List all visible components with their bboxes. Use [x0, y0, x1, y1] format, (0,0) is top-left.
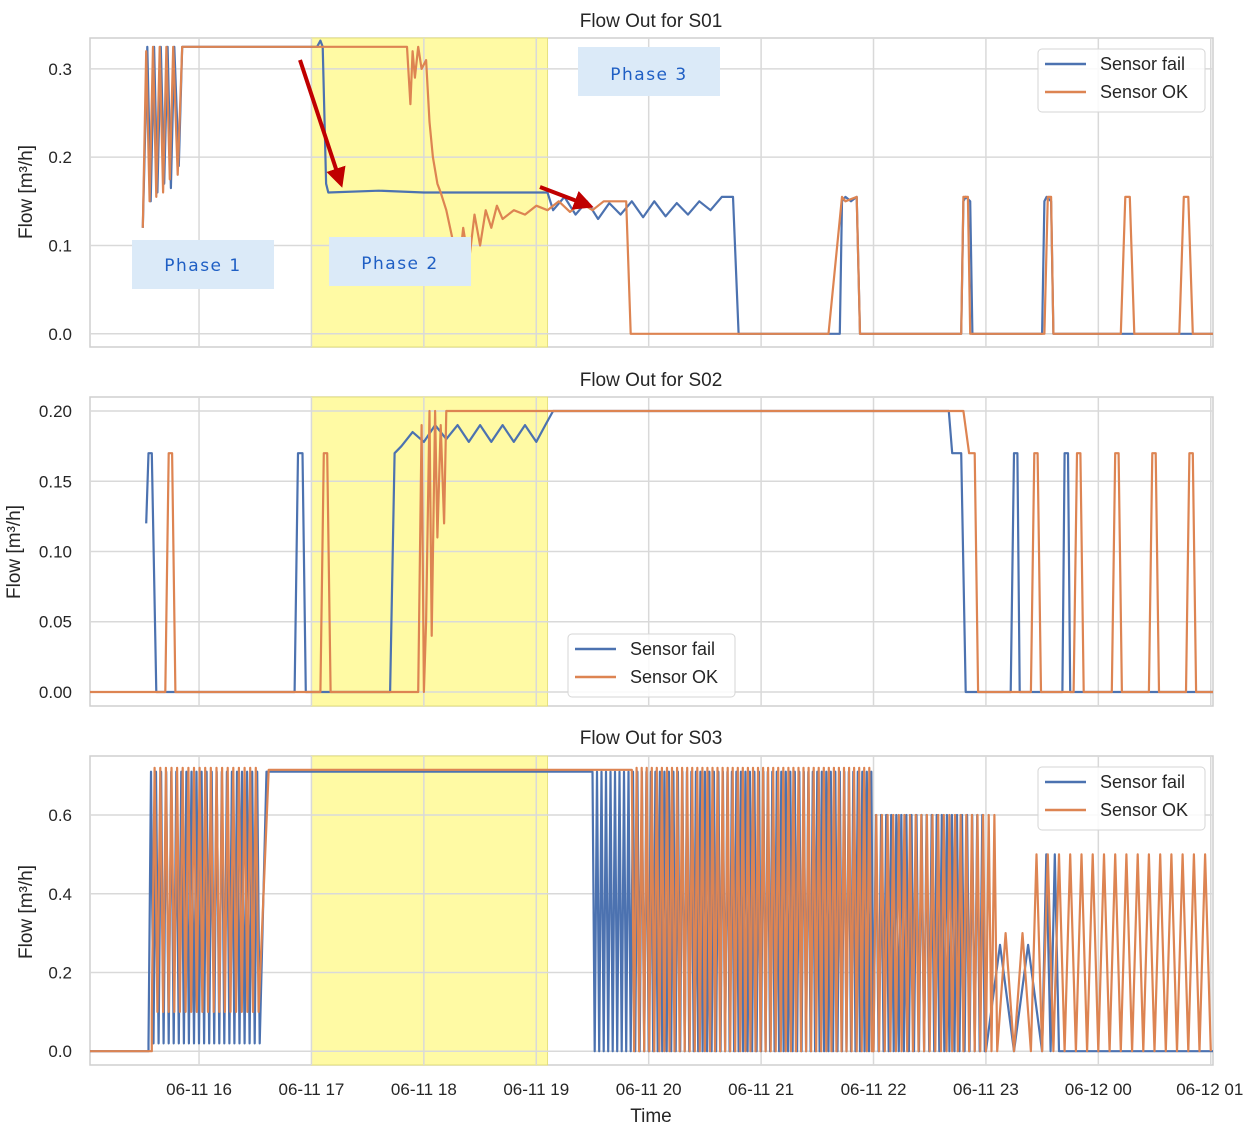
- x-axis-label: Time: [630, 1106, 672, 1124]
- panel-2-series-sensor-ok-line: [90, 766, 1212, 1053]
- x-tick-label-3: 06-11 19: [503, 1080, 569, 1099]
- panel-0-legend-label-0: Sensor fail: [1100, 54, 1185, 74]
- panel-s03-title: Flow Out for S03: [580, 728, 723, 749]
- panel-2-ytick-label-2: 0.4: [48, 885, 72, 904]
- panel-0-ytick-label-0: 0.0: [48, 325, 72, 344]
- panel-s03-legend: Sensor fail Sensor OK: [1037, 766, 1206, 831]
- panel-1-ytick-label-4: 0.20: [39, 402, 72, 421]
- panel-s03-series: [90, 766, 1213, 1053]
- panel-1-ytick-label-2: 0.10: [39, 543, 72, 562]
- phase-3-box: [578, 47, 720, 96]
- panel-0-legend-label-1: Sensor OK: [1100, 82, 1188, 102]
- panel-s01-legend: Sensor fail Sensor OK: [1037, 48, 1206, 113]
- x-tick-label-8: 06-12 00: [1065, 1080, 1132, 1099]
- phase-1-label: Phase 1: [164, 256, 241, 276]
- panel-0-ytick-label-2: 0.2: [48, 148, 72, 167]
- panel-s03-yticks: 0.0 0.2 0.4 0.6: [48, 806, 72, 1061]
- panel-s03-highlight: [310, 755, 549, 1066]
- panel-s01-ylabel: Flow [m³/h]: [16, 145, 37, 239]
- panel-s03-ylabel: Flow [m³/h]: [16, 865, 37, 959]
- panel-s02-ylabel: Flow [m³/h]: [4, 505, 25, 599]
- arrow-2: [539, 185, 594, 210]
- x-tick-label-1: 06-11 17: [279, 1080, 345, 1099]
- phase-1-box: [132, 240, 274, 289]
- panel-s02-legend: Sensor fail Sensor OK: [567, 633, 736, 698]
- panel-s02-series: [90, 409, 1213, 694]
- x-tick-label-6: 06-11 22: [841, 1080, 907, 1099]
- phase-2-box: [329, 237, 471, 286]
- panel-0-ytick-label-1: 0.1: [48, 236, 72, 255]
- panel-s03: Flow Out for S03 0.0 0.2 0.4 0.6 Flow [m³/h…: [16, 728, 1243, 1124]
- panel-s01-yticks: 0.0 0.1 0.2 0.3: [48, 60, 72, 344]
- x-tick-label-0: 06-11 16: [166, 1080, 232, 1099]
- panel-1-ytick-label-1: 0.05: [39, 613, 72, 632]
- x-tick-label-4: 06-11 20: [616, 1080, 682, 1099]
- x-tick-label-2: 06-11 18: [391, 1080, 457, 1099]
- x-tick-labels: 06-11 16 06-11 17 06-11 18 06-11 19 06-11 20…: [166, 1080, 1243, 1099]
- panel-s02-title: Flow Out for S02: [580, 370, 723, 391]
- panel-2-legend-label-1: Sensor OK: [1100, 800, 1188, 820]
- panel-s02-yticks: 0.00 0.05 0.10 0.15 0.20: [39, 402, 72, 702]
- panel-2-ytick-label-1: 0.2: [48, 963, 72, 982]
- panel-1-ytick-label-0: 0.00: [39, 683, 72, 702]
- panel-s02: Flow Out for S02 0.00 0.05 0.10 0.15 0.20 Fl…: [4, 370, 1214, 707]
- annotations: Phase 1 Phase 2 Phase 3: [132, 47, 720, 289]
- panel-0-series-sensor-ok-line: [141, 45, 1213, 335]
- panel-1-ytick-label-3: 0.15: [39, 472, 72, 491]
- panel-s01-series: [141, 39, 1213, 335]
- x-tick-label-5: 06-11 21: [728, 1080, 794, 1099]
- phase-3-label: Phase 3: [610, 65, 687, 85]
- panel-1-series-sensor-fail-line: [145, 409, 1213, 694]
- panel-1-legend-label-0: Sensor fail: [630, 639, 715, 659]
- panel-1-legend-label-1: Sensor OK: [630, 667, 718, 687]
- panel-2-ytick-label-0: 0.0: [48, 1042, 72, 1061]
- panel-0-ytick-label-3: 0.3: [48, 60, 72, 79]
- panel-2-ytick-label-3: 0.6: [48, 806, 72, 825]
- x-tick-label-9: 06-12 01: [1176, 1080, 1243, 1099]
- panel-2-legend-label-0: Sensor fail: [1100, 772, 1185, 792]
- arrow-1: [298, 59, 346, 188]
- panel-s01-title: Flow Out for S01: [580, 11, 723, 32]
- phase-2-label: Phase 2: [361, 254, 438, 274]
- panel-1-series-sensor-ok-line: [90, 409, 1213, 694]
- x-tick-label-7: 06-11 23: [953, 1080, 1019, 1099]
